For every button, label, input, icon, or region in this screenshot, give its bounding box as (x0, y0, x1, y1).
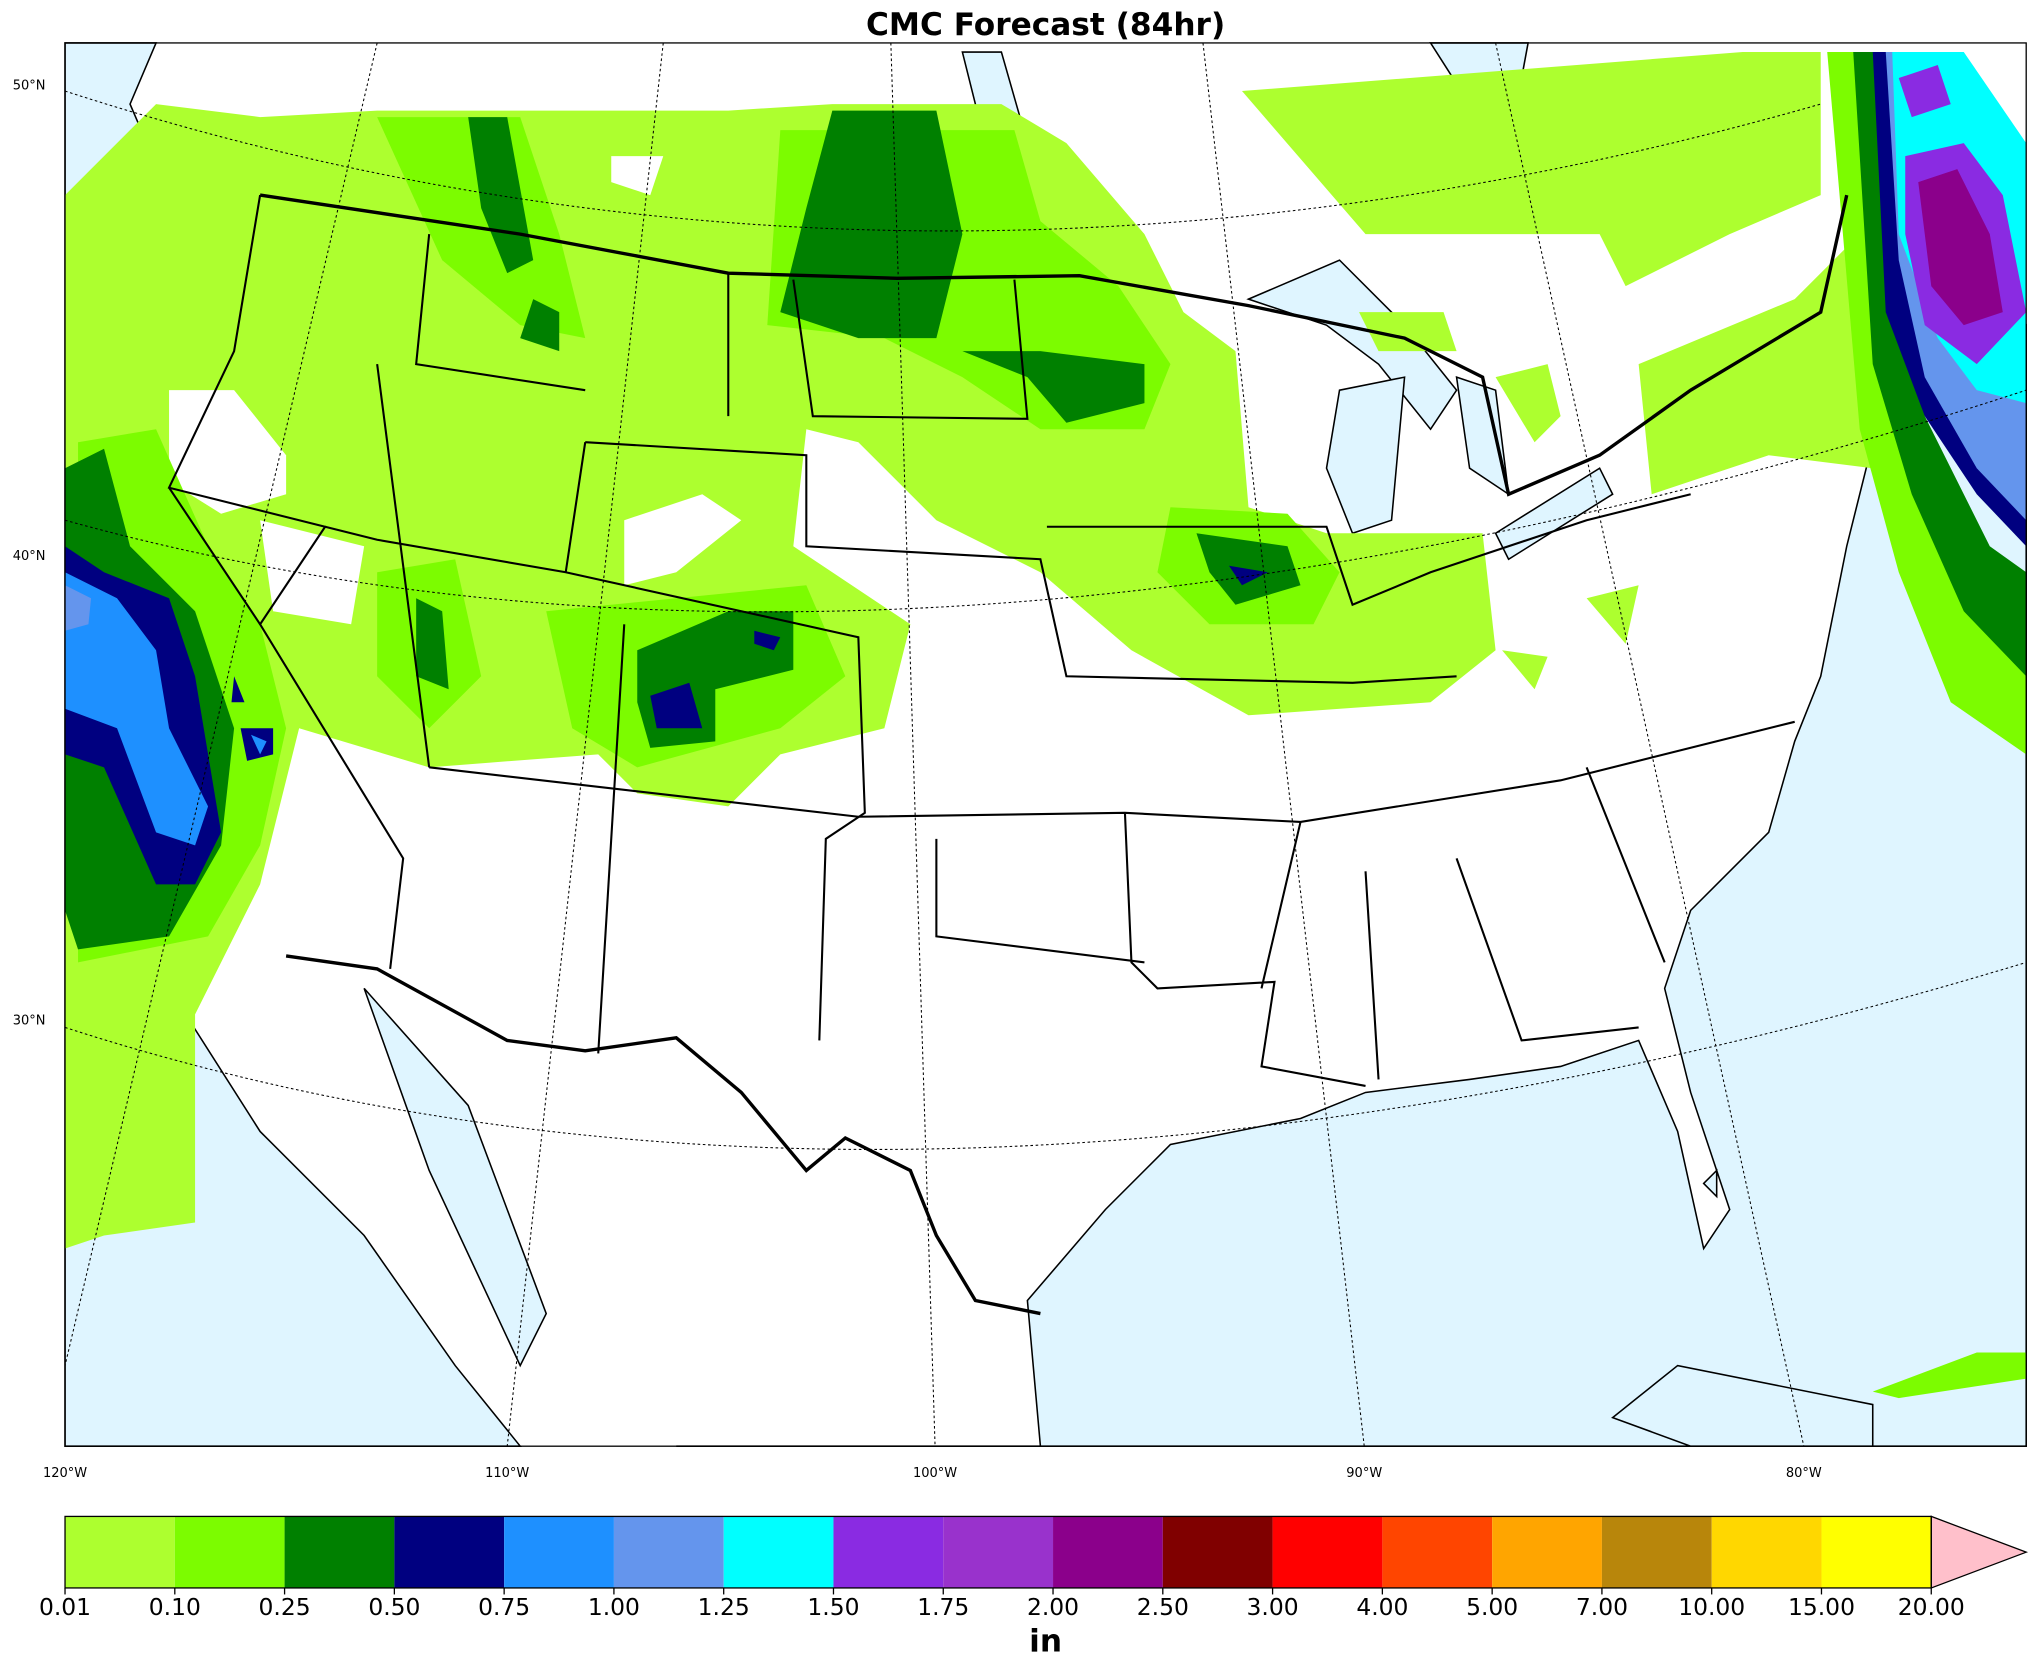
longitude-label: 90°W (1346, 1466, 1382, 1481)
colorbar-tick-label: 20.00 (1898, 1593, 1965, 1621)
title: CMC Forecast (84hr) (866, 7, 1225, 43)
colorbar-tick-label: 2.00 (1027, 1593, 1079, 1621)
colorbar-box (284, 1516, 395, 1588)
colorbar-tick-label: 0.01 (39, 1593, 91, 1621)
colorbar-tick-label: 4.00 (1356, 1593, 1408, 1621)
map (64, 42, 2027, 1447)
colorbar-box (613, 1516, 724, 1588)
colorbar-tick-label: 0.75 (478, 1593, 530, 1621)
colorbar-tick-label: 1.75 (917, 1593, 969, 1621)
colorbar-box (1711, 1516, 1822, 1588)
colorbar-box (1601, 1516, 1712, 1588)
colorbar-label: in (1029, 1624, 1062, 1660)
colorbar-box (174, 1516, 285, 1588)
colorbar-box (65, 1516, 175, 1588)
colorbar-extension (1930, 1515, 2029, 1589)
longitude-label: 120°W (43, 1466, 87, 1481)
colorbar-box (1053, 1516, 1163, 1588)
graticule (64, 42, 2027, 1447)
colorbar-tick-label: 0.25 (259, 1593, 311, 1621)
longitude-label: 80°W (1786, 1466, 1822, 1481)
colorbar-frame (64, 1515, 1932, 1589)
axis-labels: 50°N 40°N 30°N 120°W 110°W 100°W 90°W 80°W (13, 78, 1822, 1481)
colorbar: 0.01 0.10 0.25 0.50 0.75 1.00 1.25 1.50 1.75 2.00… (39, 1515, 2029, 1660)
colorbar-box (394, 1516, 505, 1588)
colorbar-box (1821, 1516, 1932, 1588)
colorbar-tick-label: 5.00 (1466, 1593, 1518, 1621)
longitude-label: 110°W (485, 1466, 529, 1481)
colorbar-tick-label: 7.00 (1576, 1593, 1628, 1621)
colorbar-tick-label: 1.25 (698, 1593, 750, 1621)
colorbar-tick-label: 0.50 (368, 1593, 420, 1621)
colorbar-tick-label: 0.10 (149, 1593, 201, 1621)
colorbar-tick-label: 3.00 (1247, 1593, 1299, 1621)
colorbar-tick-label: 15.00 (1788, 1593, 1855, 1621)
colorbar-box (1272, 1516, 1383, 1588)
colorbar-tick-label: 1.00 (588, 1593, 640, 1621)
longitude-label: 100°W (913, 1466, 957, 1481)
colorbar-box (504, 1516, 614, 1588)
boundaries (167, 193, 1849, 1316)
colorbar-box (723, 1516, 834, 1588)
colorbar-box (1162, 1516, 1273, 1588)
map-frame (64, 42, 2027, 1447)
colorbar-tick-label: 10.00 (1678, 1593, 1745, 1621)
colorbar-box (943, 1516, 1054, 1588)
colorbar-box (833, 1516, 944, 1588)
latitude-label: 40°N (13, 549, 46, 564)
latitude-label: 50°N (13, 78, 46, 93)
latitude-label: 30°N (13, 1013, 46, 1028)
colorbar-tick-label: 2.50 (1137, 1593, 1189, 1621)
colorbar-tick-label: 1.50 (807, 1593, 859, 1621)
colorbar-box (1382, 1516, 1493, 1588)
colorbar-box (1492, 1516, 1602, 1588)
